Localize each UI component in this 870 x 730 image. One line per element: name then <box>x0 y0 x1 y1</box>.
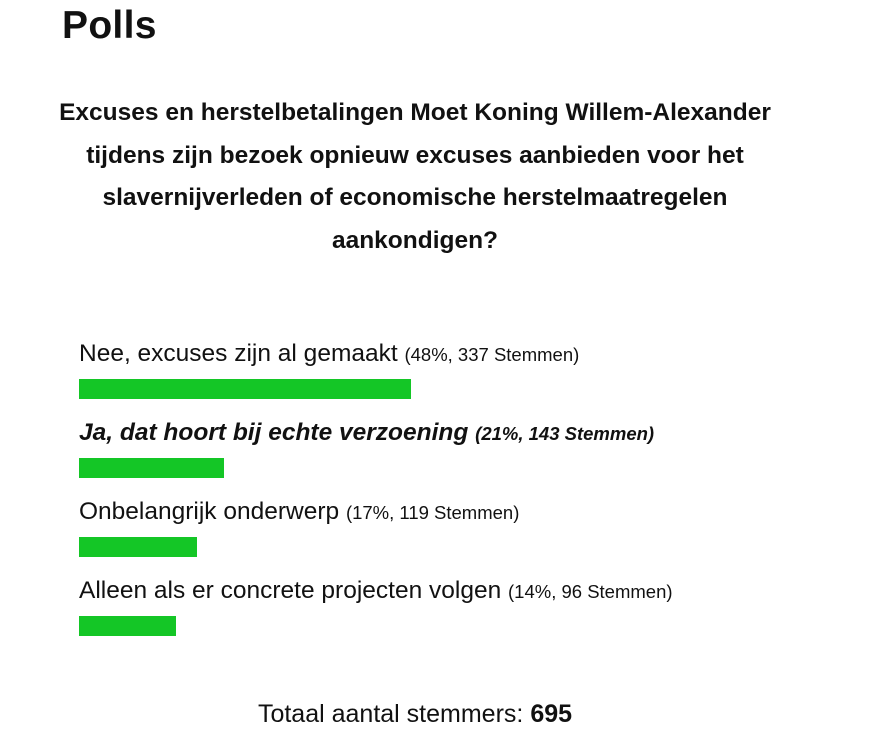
option-votes: (14%, 96 Stemmen) <box>508 581 673 602</box>
poll-option: Onbelangrijk onderwerp (17%, 119 Stemmen… <box>79 490 739 557</box>
option-label: Nee, excuses zijn al gemaakt <box>79 340 398 367</box>
option-votes: (17%, 119 Stemmen) <box>345 502 520 523</box>
poll-results: Nee, excuses zijn al gemaakt (48%, 337 S… <box>79 332 739 648</box>
result-bar <box>79 537 197 557</box>
total-label: Totaal aantal stemmers: <box>257 700 524 728</box>
poll-option: Alleen als er concrete projecten volgen … <box>79 569 739 636</box>
total-value: 695 <box>530 700 573 728</box>
option-votes: (48%, 337 Stemmen) <box>404 344 580 365</box>
poll-question: Excuses en herstelbetalingen Moet Koning… <box>59 99 771 254</box>
option-votes: (21%, 143 Stemmen) <box>475 423 655 444</box>
poll-option: Nee, excuses zijn al gemaakt (48%, 337 S… <box>79 332 739 399</box>
poll-option: Ja, dat hoort bij echte verzoening (21%,… <box>79 411 739 478</box>
result-bar <box>79 379 412 399</box>
page-title: Polls <box>62 4 157 47</box>
result-bar <box>79 458 225 478</box>
total-voters: Totaal aantal stemmers: 695 <box>0 700 830 729</box>
option-label: Alleen als er concrete projecten volgen <box>79 577 502 604</box>
option-label: Onbelangrijk onderwerp <box>79 498 340 525</box>
option-label: Ja, dat hoort bij echte verzoening <box>79 419 469 446</box>
result-bar <box>79 616 176 636</box>
